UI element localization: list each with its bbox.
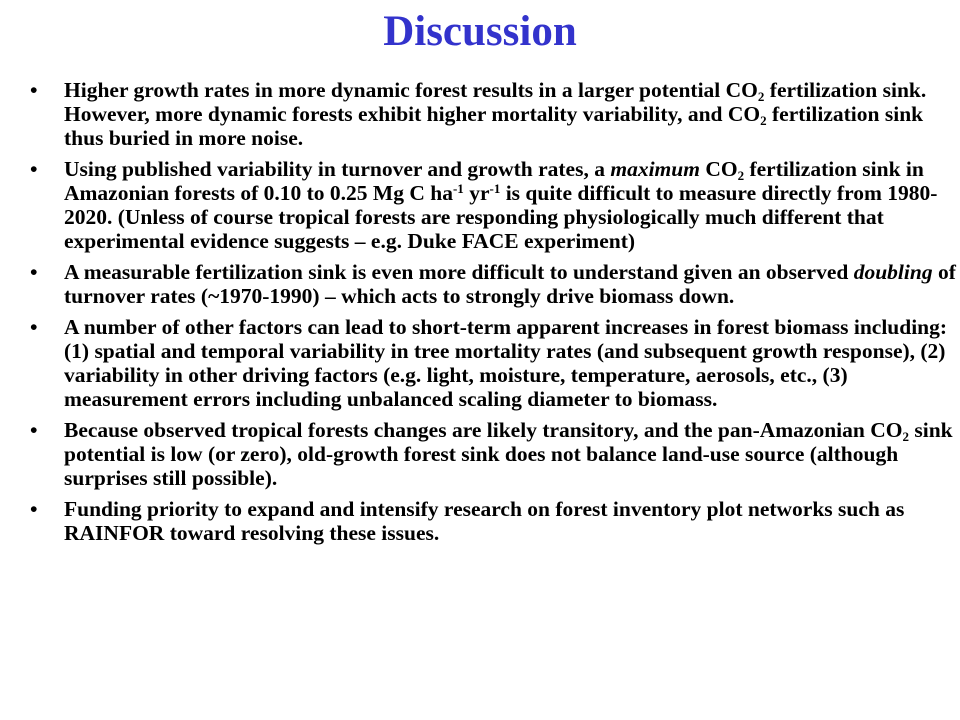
bullet-item-growth-rates: Higher growth rates in more dynamic fore… [24,78,956,150]
bullet-list: Higher growth rates in more dynamic fore… [24,78,956,552]
bullet-item-funding-priority: Funding priority to expand and intensify… [24,497,956,545]
slide-title: Discussion [383,8,577,55]
bullet-item-measurable-sink: A measurable fertilization sink is even … [24,260,956,308]
bullet-item-transitory-changes: Because observed tropical forests change… [24,418,956,490]
bullet-item-published-variability: Using published variability in turnover … [24,157,956,253]
bullet-item-other-factors: A number of other factors can lead to sh… [24,315,956,411]
